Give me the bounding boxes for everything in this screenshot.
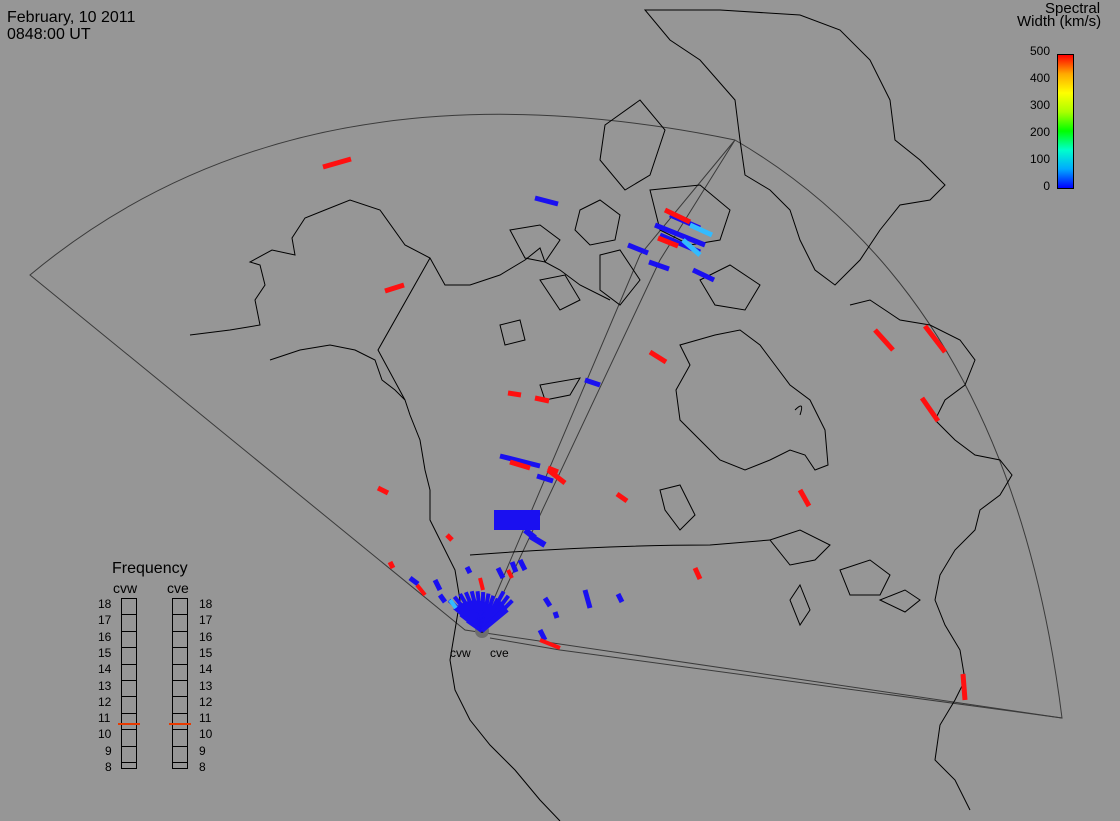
frequency-tick-right: 15 xyxy=(199,645,213,660)
backscatter-cell xyxy=(509,561,519,573)
backscatter-cell xyxy=(415,583,427,597)
backscatter-cell xyxy=(384,282,405,294)
colorbar-tick: 0 xyxy=(1043,179,1050,193)
backscatter-cell xyxy=(654,222,706,248)
coastlines xyxy=(189,9,1013,821)
frequency-tick-right: 13 xyxy=(199,678,213,693)
frequency-tick-left: 10 xyxy=(98,727,112,742)
backscatter-cell xyxy=(507,390,522,398)
site-label-cvw: cvw xyxy=(450,646,471,660)
backscatter-cell xyxy=(445,533,454,542)
backscatter-cell xyxy=(464,565,473,575)
backscatter-cell xyxy=(528,533,547,548)
freq-radar-cve: cve xyxy=(167,580,189,596)
backscatter-cell xyxy=(692,566,703,581)
frequency-tick-right: 8 xyxy=(199,760,206,774)
frequency-column-cvw xyxy=(121,598,137,769)
backscatter-cell xyxy=(499,453,541,469)
frequency-tick-left: 15 xyxy=(98,645,112,660)
date-label: February, 10 2011 xyxy=(7,9,136,26)
frequency-tick-right: 18 xyxy=(199,597,213,611)
backscatter-cell xyxy=(509,459,531,471)
colorbar-unit: Width (km/s) xyxy=(1017,13,1102,30)
backscatter-cell xyxy=(432,578,443,592)
backscatter-cell xyxy=(448,598,458,610)
beam-outline xyxy=(479,139,736,633)
backscatter-cell xyxy=(542,596,553,608)
colorbar-tick: 200 xyxy=(1029,125,1050,139)
backscatter-cell xyxy=(387,560,396,570)
frequency-tick-left: 16 xyxy=(98,629,112,644)
frequency-tick-right: 17 xyxy=(199,613,213,628)
site-label-cve: cve xyxy=(490,646,509,660)
frequency-marker-cve xyxy=(169,722,191,725)
frequency-tick-right: 9 xyxy=(199,743,206,758)
backscatter-cell xyxy=(376,485,390,496)
backscatter-cell xyxy=(584,377,601,388)
frequency-tick-left: 13 xyxy=(98,678,112,693)
backscatter-cell xyxy=(873,328,895,352)
freq-radar-cvw: cvw xyxy=(113,580,138,596)
backscatter-cell xyxy=(615,592,625,604)
colorbar-tick: 500 xyxy=(1029,44,1050,58)
backscatter-cell xyxy=(923,324,947,354)
backscatter-cell xyxy=(536,473,554,484)
backscatter-cell xyxy=(688,222,714,238)
colorbar-tick: 300 xyxy=(1029,98,1050,112)
frequency-tick-right: 12 xyxy=(199,694,213,709)
backscatter-cell xyxy=(797,488,812,508)
spectral-width-colorbar xyxy=(1057,54,1074,189)
borders xyxy=(377,257,771,556)
backscatter-cell xyxy=(582,589,593,609)
backscatter-cell xyxy=(506,569,514,579)
colorbar-tick: 400 xyxy=(1029,71,1050,85)
frequency-tick-left: 12 xyxy=(98,694,112,709)
frequency-tick-left: 11 xyxy=(98,711,111,726)
frequency-title: Frequency xyxy=(112,560,188,577)
backscatter-cell xyxy=(960,673,968,701)
backscatter-cell xyxy=(517,558,528,572)
frequency-tick-right: 11 xyxy=(199,711,212,726)
backscatter-cell xyxy=(681,238,702,257)
backscatter-cells xyxy=(322,156,968,701)
backscatter-cell xyxy=(657,235,679,249)
frequency-marker-cvw xyxy=(118,722,140,725)
backscatter-cell xyxy=(919,396,941,423)
frequency-tick-right: 10 xyxy=(199,727,213,742)
backscatter-cell xyxy=(648,259,670,272)
frequency-tick-right: 16 xyxy=(199,629,213,644)
frequency-tick-left: 8 xyxy=(105,760,112,774)
backscatter-cell xyxy=(534,195,559,207)
fov-south-edge xyxy=(489,637,1063,719)
frequency-tick-left: 17 xyxy=(98,613,112,628)
backscatter-cell xyxy=(534,395,550,404)
backscatter-cell xyxy=(539,638,561,650)
backscatter-cell xyxy=(437,593,448,604)
frequency-tick-right: 14 xyxy=(199,662,213,677)
backscatter-cell xyxy=(322,156,352,170)
time-label: 0848:00 UT xyxy=(7,26,91,43)
backscatter-cell xyxy=(495,566,506,580)
frequency-column-cve xyxy=(172,598,188,769)
backscatter-cell xyxy=(408,576,420,586)
backscatter-cell xyxy=(547,465,559,475)
backscatter-cell xyxy=(552,611,560,619)
frequency-tick-left: 9 xyxy=(105,743,112,758)
colorbar-tick: 100 xyxy=(1029,152,1050,166)
backscatter-cell xyxy=(627,242,649,256)
backscatter-cell xyxy=(537,628,548,642)
backscatter-cell xyxy=(546,468,567,485)
backscatter-cell xyxy=(615,491,629,504)
colorbar-title: Spectral xyxy=(1045,0,1101,17)
backscatter-cell xyxy=(478,577,485,591)
backscatter-cell xyxy=(691,267,716,283)
backscatter-cell xyxy=(513,512,532,528)
backscatter-cell xyxy=(480,608,509,633)
frequency-tick-left: 14 xyxy=(98,662,112,677)
backscatter-cell xyxy=(663,207,692,225)
frequency-tick-left: 18 xyxy=(98,597,112,611)
backscatter-cell xyxy=(648,349,668,365)
